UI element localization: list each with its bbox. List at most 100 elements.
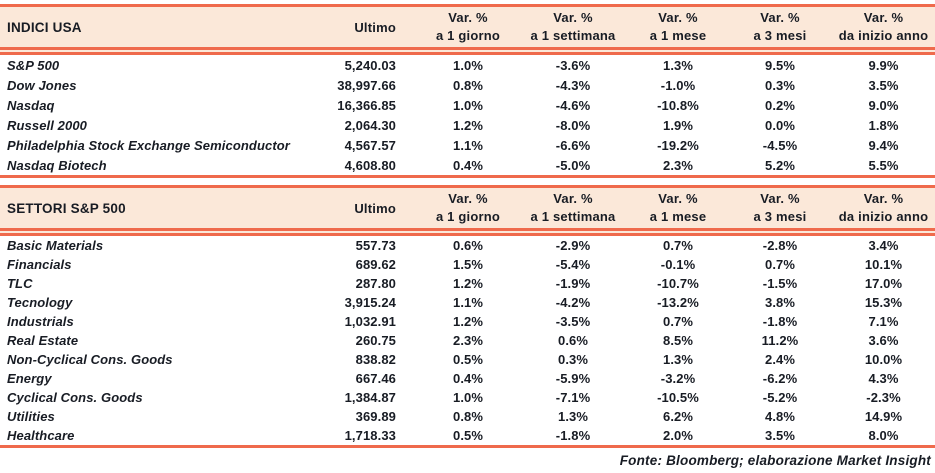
cell-var-1: -5.4% bbox=[555, 257, 591, 272]
col-header-line1: Var. % bbox=[760, 10, 800, 25]
table-row: Russell 2000 2,064.30 1.2% -8.0% 1.9% 0.0% 1.8… bbox=[0, 115, 935, 135]
cell-var-0: 0.8% bbox=[452, 77, 484, 93]
cell-var-1: -4.2% bbox=[555, 295, 591, 310]
cell-var-0: 1.5% bbox=[452, 257, 484, 272]
cell-var-4: 3.5% bbox=[868, 77, 899, 93]
row-label: Nasdaq bbox=[7, 97, 55, 113]
cell-var-1: -3.6% bbox=[555, 57, 591, 73]
cell-var-0: 1.0% bbox=[452, 57, 484, 73]
cell-var-1: -5.0% bbox=[555, 157, 591, 173]
cell-var-1: 0.3% bbox=[557, 352, 589, 367]
row-label: Utilities bbox=[7, 409, 55, 424]
row-label: Nasdaq Biotech bbox=[7, 157, 107, 173]
cell-ultimo: 4,608.80 bbox=[344, 157, 396, 173]
col-header-line1: Var. % bbox=[658, 10, 698, 25]
cell-var-1: -8.0% bbox=[555, 117, 591, 133]
col-header-line2: da inizio anno bbox=[838, 28, 929, 43]
cell-ultimo: 38,997.66 bbox=[337, 77, 396, 93]
cell-var-4: 4.3% bbox=[868, 371, 899, 386]
cell-var-3: 0.3% bbox=[764, 77, 796, 93]
cell-var-0: 2.3% bbox=[452, 333, 484, 348]
col-header-var-1-settimana: Var. % a 1 settimana bbox=[518, 7, 628, 55]
cell-var-4: 8.0% bbox=[868, 428, 899, 443]
cell-var-3: -4.5% bbox=[762, 137, 798, 153]
row-label: Real Estate bbox=[7, 333, 79, 348]
cell-var-2: 8.5% bbox=[662, 333, 694, 348]
cell-var-1: 0.6% bbox=[557, 333, 589, 348]
cell-var-1: -3.5% bbox=[555, 314, 591, 329]
cell-var-4: 9.0% bbox=[868, 97, 899, 113]
cell-var-3: 3.8% bbox=[764, 295, 796, 310]
cell-var-1: -5.9% bbox=[555, 371, 591, 386]
cell-var-4: -2.3% bbox=[866, 390, 901, 405]
cell-var-3: 9.5% bbox=[764, 57, 796, 73]
col-header-var-inizio-anno: Var. % da inizio anno bbox=[832, 188, 935, 236]
table-row: Non-Cyclical Cons. Goods 838.82 0.5% 0.3% 1.… bbox=[0, 350, 935, 369]
cell-var-2: -0.1% bbox=[660, 257, 696, 272]
table-row: Utilities 369.89 0.8% 1.3% 6.2% 4.8% 14.9% bbox=[0, 407, 935, 426]
cell-ultimo: 689.62 bbox=[355, 257, 396, 272]
cell-ultimo: 4,567.57 bbox=[344, 137, 396, 153]
cell-var-2: 1.9% bbox=[662, 117, 694, 133]
cell-var-2: -10.5% bbox=[657, 390, 699, 405]
row-label: Non-Cyclical Cons. Goods bbox=[7, 352, 173, 367]
cell-var-3: 2.4% bbox=[764, 352, 796, 367]
cell-var-2: 2.0% bbox=[662, 428, 694, 443]
table-row: Nasdaq 16,366.85 1.0% -4.6% -10.8% 0.2% 9.0% bbox=[0, 95, 935, 115]
cell-ultimo: 1,384.87 bbox=[344, 390, 396, 405]
col-header-line2: a 1 giorno bbox=[435, 209, 501, 224]
col-header-line2: a 1 settimana bbox=[530, 28, 616, 43]
cell-var-1: -4.6% bbox=[555, 97, 591, 113]
cell-var-2: 1.3% bbox=[662, 352, 694, 367]
table-row: Basic Materials 557.73 0.6% -2.9% 0.7% -2.8% 3… bbox=[0, 236, 935, 255]
col-header-var-3-mesi: Var. % a 3 mesi bbox=[728, 188, 832, 236]
table-row: Philadelphia Stock Exchange Semiconducto… bbox=[0, 135, 935, 155]
cell-var-0: 0.5% bbox=[452, 428, 484, 443]
table-row: S&P 500 5,240.03 1.0% -3.6% 1.3% 9.5% 9.9% bbox=[0, 55, 935, 75]
cell-var-0: 1.2% bbox=[452, 314, 484, 329]
cell-var-4: 1.8% bbox=[868, 117, 899, 133]
col-header-var-inizio-anno: Var. % da inizio anno bbox=[832, 7, 935, 55]
col-header-line1: Var. % bbox=[658, 191, 698, 206]
cell-var-0: 1.2% bbox=[452, 117, 484, 133]
cell-var-0: 0.6% bbox=[452, 238, 484, 253]
cell-var-3: 11.2% bbox=[761, 333, 799, 348]
cell-var-1: 1.3% bbox=[557, 409, 589, 424]
cell-var-2: -10.8% bbox=[657, 97, 699, 113]
cell-ultimo: 5,240.03 bbox=[344, 57, 396, 73]
cell-var-4: 9.9% bbox=[868, 57, 899, 73]
cell-var-0: 0.5% bbox=[452, 352, 484, 367]
col-header-var-1-giorno: Var. % a 1 giorno bbox=[418, 7, 518, 55]
cell-ultimo: 557.73 bbox=[355, 238, 396, 253]
cell-var-0: 1.1% bbox=[452, 295, 484, 310]
table-row: Real Estate 260.75 2.3% 0.6% 8.5% 11.2% 3.6% bbox=[0, 331, 935, 350]
col-header-line1: Var. % bbox=[760, 191, 800, 206]
cell-ultimo: 1,032.91 bbox=[344, 314, 396, 329]
table-title-indici-usa: INDICI USA bbox=[0, 7, 318, 55]
cell-var-0: 1.2% bbox=[452, 276, 484, 291]
row-label: Tecnology bbox=[7, 295, 73, 310]
cell-ultimo: 16,366.85 bbox=[337, 97, 396, 113]
settori-sp500-header-row: SETTORI S&P 500 Ultimo Var. % a 1 giorno… bbox=[0, 188, 935, 236]
cell-var-2: 2.3% bbox=[662, 157, 694, 173]
cell-var-4: 17.0% bbox=[864, 276, 903, 291]
cell-var-4: 10.0% bbox=[864, 352, 903, 367]
cell-var-2: 0.7% bbox=[662, 238, 694, 253]
col-header-line2: a 1 settimana bbox=[530, 209, 616, 224]
table-row: Tecnology 3,915.24 1.1% -4.2% -13.2% 3.8% 15.3… bbox=[0, 293, 935, 312]
table-row: Dow Jones 38,997.66 0.8% -4.3% -1.0% 0.3% 3.5% bbox=[0, 75, 935, 95]
cell-var-1: -1.8% bbox=[555, 428, 591, 443]
cell-var-1: -6.6% bbox=[555, 137, 591, 153]
cell-var-2: 6.2% bbox=[662, 409, 694, 424]
cell-var-1: -7.1% bbox=[555, 390, 591, 405]
cell-var-0: 0.4% bbox=[452, 371, 484, 386]
cell-ultimo: 667.46 bbox=[355, 371, 396, 386]
table-row: Healthcare 1,718.33 0.5% -1.8% 2.0% 3.5% 8.0% bbox=[0, 426, 935, 445]
settori-sp500-rows: Basic Materials 557.73 0.6% -2.9% 0.7% -2.8% 3… bbox=[0, 236, 935, 445]
cell-var-2: -13.2% bbox=[657, 295, 699, 310]
cell-ultimo: 369.89 bbox=[355, 409, 396, 424]
indici-usa-table: INDICI USA Ultimo Var. % a 1 giorno Var.… bbox=[0, 4, 935, 178]
cell-var-2: -3.2% bbox=[660, 371, 696, 386]
col-header-line2: a 1 mese bbox=[649, 209, 707, 224]
col-header-var-1-giorno: Var. % a 1 giorno bbox=[418, 188, 518, 236]
